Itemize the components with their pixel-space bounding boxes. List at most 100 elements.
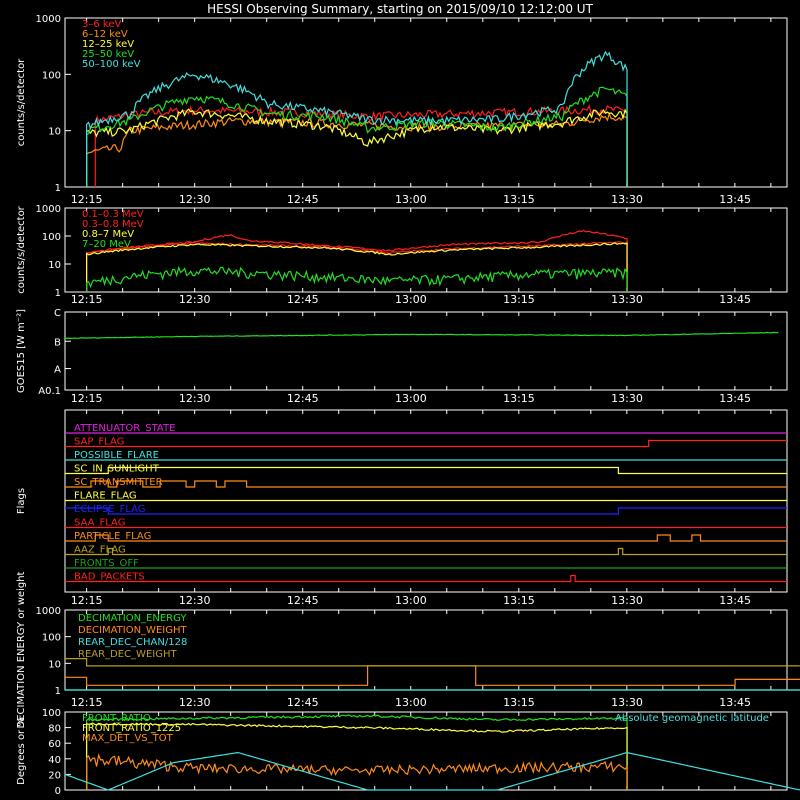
panel-frame [64, 17, 788, 188]
y-tick-label: A [54, 365, 61, 376]
legend-entry: REAR_DEC_CHAN/128 [78, 637, 187, 648]
time-tick-label: 13:00 [395, 293, 427, 306]
legend-entry: 6–12 keV [82, 29, 128, 40]
y-tick-label: 100 [42, 232, 61, 243]
legend-entry: 0.1–0.3 MeV [82, 209, 144, 220]
time-tick-label: 12:45 [287, 392, 319, 405]
time-tick-label: 13:45 [719, 193, 751, 206]
flag-line [65, 466, 787, 475]
y-tick-label: 40 [48, 755, 61, 766]
time-tick-label: 12:30 [179, 193, 211, 206]
time-tick-label: 13:45 [719, 293, 751, 306]
legend-entry: DECIMATION_ENERGY [78, 613, 187, 624]
flag-label: AAZ_FLAG [74, 545, 126, 556]
time-tick-label: 12:15 [71, 594, 103, 607]
flag-line [65, 480, 787, 488]
y-tick-label: C [54, 308, 61, 319]
time-tick-label: 13:00 [395, 392, 427, 405]
series-line [65, 658, 800, 667]
flag-line [65, 547, 787, 556]
series-line [64, 751, 800, 791]
flag-label: SC_IN_SUNLIGHT [74, 464, 160, 475]
legend-entry: DECIMATION_WEIGHT [78, 625, 187, 636]
time-tick-label: 12:15 [71, 293, 103, 306]
series-line [85, 50, 628, 188]
series-line [85, 241, 628, 293]
time-tick-label: 13:15 [503, 193, 535, 206]
time-tick-label: 12:15 [71, 392, 103, 405]
series-line [85, 752, 628, 791]
legend-entry: 25–50 keV [82, 49, 134, 60]
y-tick-label: A0.1 [38, 386, 61, 397]
legend-entry: 12–25 keV [82, 39, 134, 50]
time-tick-label: 12:45 [287, 193, 319, 206]
y-axis-label: counts/s/detector [16, 58, 27, 146]
series-line [85, 108, 628, 188]
legend-entry: Absolute geomagnetic latitude [615, 713, 769, 724]
y-axis-label: Flags [16, 488, 27, 514]
legend-entry: 0.3–0.8 MeV [82, 219, 144, 230]
flag-label: SAP_FLAG [74, 437, 124, 448]
y-tick-label: 1 [55, 686, 61, 697]
legend-entry: 50–100 keV [82, 59, 141, 70]
time-tick-label: 12:15 [71, 193, 103, 206]
y-tick-label: 60 [48, 739, 61, 750]
legend-entry: 0.8–7 MeV [82, 229, 134, 240]
time-tick-label: 13:30 [611, 392, 643, 405]
flag-line [65, 534, 787, 542]
series-line [85, 86, 628, 188]
time-tick-label: 12:30 [179, 594, 211, 607]
time-tick-label: 13:15 [503, 594, 535, 607]
flag-label: SC_TRANSMITTER [74, 477, 163, 488]
time-tick-label: 12:45 [287, 293, 319, 306]
flag-label: ATTENUATOR_STATE [74, 423, 175, 434]
flag-label: POSSIBLE_FLARE [74, 450, 159, 461]
time-tick-label: 13:30 [611, 293, 643, 306]
legend-entry: REAR_DEC_WEIGHT [78, 649, 177, 660]
y-tick-label: 1000 [36, 14, 61, 25]
y-tick-label: 1000 [36, 606, 61, 617]
series-line [85, 242, 628, 293]
series-line [65, 665, 800, 686]
y-axis-label: counts/s/detector [16, 205, 27, 293]
y-tick-label: 100 [42, 70, 61, 81]
flag-label: ECLIPSE_FLAG [74, 504, 145, 515]
time-tick-label: 13:30 [611, 594, 643, 607]
y-tick-label: 1000 [36, 204, 61, 215]
legend-entry: MAX_DET_VS_TOT [82, 733, 174, 744]
y-tick-label: 1 [55, 183, 61, 194]
time-tick-label: 12:45 [287, 594, 319, 607]
time-tick-label: 13:00 [395, 193, 427, 206]
time-tick-label: 13:00 [395, 696, 427, 709]
flag-label: PARTICLE_FLAG [74, 531, 151, 542]
panel-frame [64, 311, 788, 391]
time-tick-label: 12:45 [287, 696, 319, 709]
series-line [85, 265, 628, 293]
flag-label: BAD_PACKETS [74, 572, 145, 583]
time-tick-label: 13:45 [719, 696, 751, 709]
y-tick-label: 80 [48, 724, 61, 735]
series-line [85, 722, 628, 791]
legend-entry: FRONT_RATIO_1225 [82, 723, 181, 734]
flag-label: SAA_FLAG [74, 518, 125, 529]
y-tick-label: 100 [42, 633, 61, 644]
legend-entry: 7–20 MeV [82, 239, 131, 250]
time-tick-label: 13:45 [719, 392, 751, 405]
time-tick-label: 12:30 [179, 392, 211, 405]
time-tick-label: 13:30 [611, 696, 643, 709]
y-tick-label: 10 [48, 659, 61, 670]
y-tick-label: 20 [48, 770, 61, 781]
flag-line [65, 507, 787, 515]
time-tick-label: 13:30 [611, 193, 643, 206]
y-tick-label: 0 [55, 786, 61, 797]
y-tick-label: 10 [48, 260, 61, 271]
panel-frame [64, 207, 788, 293]
y-tick-label: 100 [42, 708, 61, 719]
time-tick-label: 13:15 [503, 293, 535, 306]
series-line [85, 229, 628, 293]
legend-entry: FRONT_RATIO [82, 713, 151, 724]
time-tick-label: 13:15 [503, 696, 535, 709]
time-tick-label: 12:15 [71, 696, 103, 709]
